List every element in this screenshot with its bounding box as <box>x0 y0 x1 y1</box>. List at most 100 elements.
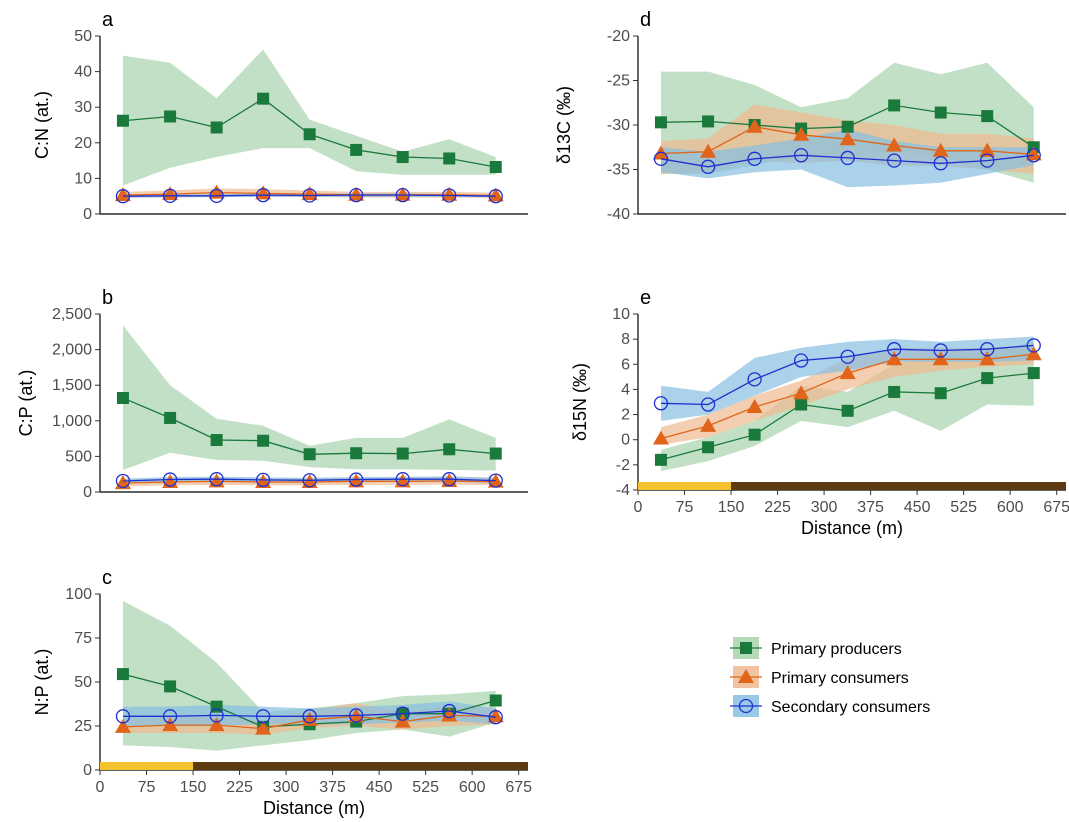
y-tick-label: 0 <box>83 206 92 223</box>
point-consumers <box>932 351 949 366</box>
point-secondary <box>115 473 131 489</box>
point-secondary <box>442 188 457 203</box>
point-secondary <box>488 473 503 488</box>
x-tick-label: 75 <box>676 499 694 516</box>
point-consumers <box>886 137 903 152</box>
point-consumers <box>932 142 949 157</box>
point-consumers <box>746 399 763 414</box>
y-tick-label: 25 <box>74 718 92 735</box>
point-consumers <box>162 186 179 201</box>
point-secondary <box>349 472 364 487</box>
line-secondary <box>122 194 496 197</box>
point-secondary <box>349 187 364 203</box>
point-producers <box>654 116 667 129</box>
y-tick-label: -25 <box>607 73 630 90</box>
point-secondary <box>747 151 762 166</box>
point-consumers <box>793 385 810 400</box>
point-secondary <box>255 709 271 724</box>
point-secondary <box>933 343 948 358</box>
y-tick-label: 50 <box>74 28 92 45</box>
point-consumers <box>1025 146 1042 161</box>
point-consumers <box>886 351 903 366</box>
y-tick-label: 10 <box>74 170 92 187</box>
panel-letter: a <box>102 9 114 31</box>
point-consumers <box>979 351 996 366</box>
y-tick-label: 40 <box>74 64 92 81</box>
x-tick-label: 225 <box>226 779 253 796</box>
point-secondary <box>302 709 317 724</box>
point-producers <box>702 115 715 128</box>
point-producers <box>350 447 363 460</box>
point-producers <box>396 151 409 164</box>
point-consumers <box>700 417 717 432</box>
x-axis-label: Distance (m) <box>801 518 903 538</box>
y-tick-label: 30 <box>74 99 92 116</box>
x-tick-label: 375 <box>319 779 346 796</box>
point-producers <box>396 447 409 460</box>
x-tick-label: 75 <box>138 779 156 796</box>
point-secondary <box>395 187 410 203</box>
point-consumers <box>839 365 856 380</box>
line-secondary <box>660 154 1034 168</box>
point-producers <box>748 428 761 441</box>
point-secondary <box>442 703 457 719</box>
point-secondary <box>700 159 716 174</box>
band-producers <box>123 49 496 186</box>
point-secondary <box>653 151 669 166</box>
point-secondary <box>115 189 131 204</box>
point-secondary <box>1026 148 1041 163</box>
point-producers <box>841 120 854 133</box>
point-secondary <box>840 150 855 166</box>
point-producers <box>795 398 808 411</box>
point-consumers <box>114 187 131 202</box>
point-consumers <box>441 186 458 201</box>
y-tick-label: -30 <box>607 117 630 134</box>
point-producers <box>116 392 129 405</box>
point-consumers <box>301 711 318 726</box>
point-producers <box>489 694 502 707</box>
point-producers <box>934 106 947 119</box>
point-consumers <box>394 186 411 201</box>
panel-letter: c <box>102 567 112 589</box>
point-secondary <box>442 472 457 487</box>
point-consumers <box>700 143 717 158</box>
x-tick-label: 450 <box>904 499 931 516</box>
x-tick-label: 375 <box>857 499 884 516</box>
point-consumers <box>162 717 179 732</box>
point-producers <box>702 441 715 454</box>
y-tick-label: 0 <box>621 432 630 449</box>
point-secondary <box>302 473 317 488</box>
point-producers <box>888 99 901 112</box>
point-secondary <box>162 472 178 487</box>
point-producers <box>841 404 854 417</box>
point-secondary <box>209 188 224 203</box>
y-axis-label: C:P (at.) <box>16 370 36 437</box>
point-producers <box>981 372 994 385</box>
point-producers <box>981 110 994 123</box>
point-producers <box>489 161 502 174</box>
line-secondary <box>123 710 496 718</box>
panel-a: 0 10 20 30 40 50 C:N (at.) a <box>32 9 528 223</box>
point-secondary <box>488 189 503 204</box>
point-secondary <box>793 148 809 163</box>
point-producers <box>888 385 901 398</box>
y-tick-label: 4 <box>621 381 630 398</box>
point-producers <box>350 143 363 156</box>
point-producers <box>210 121 223 134</box>
point-consumers <box>746 118 763 133</box>
point-consumers <box>441 707 458 722</box>
legend-marker-producers <box>740 642 752 654</box>
point-consumers <box>979 142 996 157</box>
point-secondary <box>255 187 271 203</box>
habitat-bar-bar_dark <box>193 762 529 770</box>
y-tick-label: 2,000 <box>52 342 92 359</box>
point-secondary <box>887 342 902 357</box>
y-tick-label: 10 <box>612 306 630 323</box>
y-tick-label: 1,000 <box>52 413 92 430</box>
point-producers <box>257 92 270 105</box>
y-tick-label: 500 <box>65 448 92 465</box>
point-producers <box>443 443 456 456</box>
point-producers <box>257 434 270 447</box>
point-secondary <box>115 709 131 724</box>
x-axis-label: Distance (m) <box>263 798 365 818</box>
